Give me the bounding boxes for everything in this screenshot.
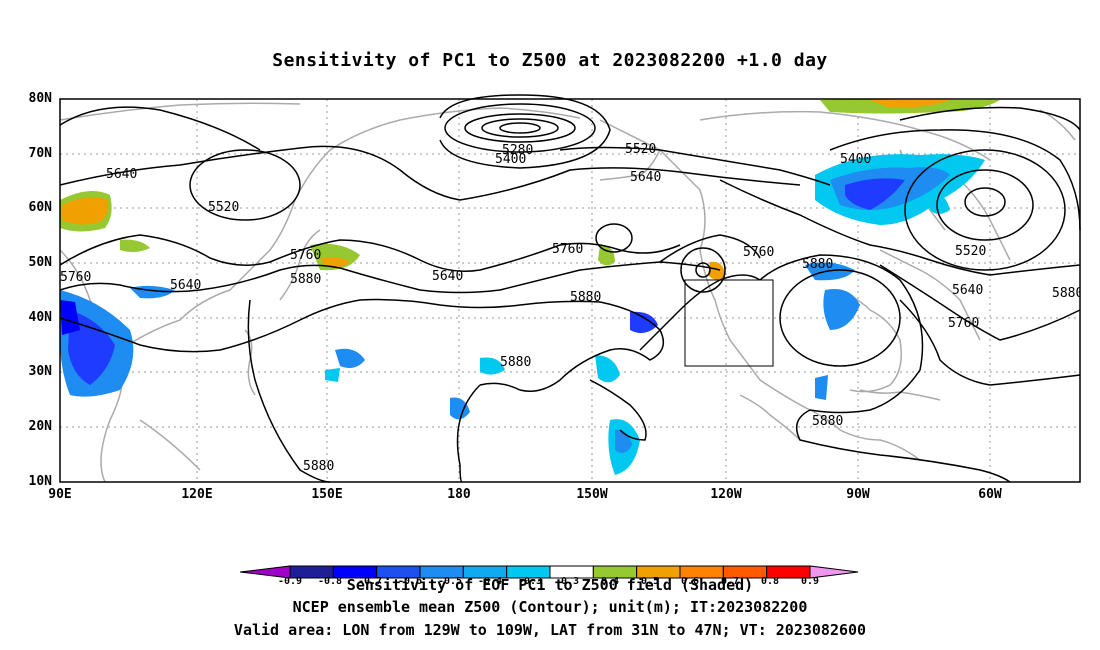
lat-label: 30N — [28, 364, 52, 379]
contour-label-group: 5280 5400 5520 5640 5520 5640 5400 5520 … — [60, 142, 1083, 474]
lat-label: 60N — [28, 200, 52, 215]
lon-label: 90W — [846, 487, 870, 502]
colorbar-tick-label: 0.7 — [720, 576, 740, 587]
caption-line-2: NCEP ensemble mean Z500 (Contour); unit(… — [292, 598, 808, 616]
caption-line-3: Valid area: LON from 129W to 109W, LAT f… — [233, 621, 867, 639]
colorbar-tick-label: -0.6 — [397, 576, 423, 587]
colorbar-tick-label: 0.4 — [600, 576, 620, 587]
contour-label: 5400 — [495, 152, 526, 167]
colorbar-tick-label: 0.5 — [640, 576, 660, 587]
contour-label: 5760 — [948, 316, 979, 331]
contour-label: 5640 — [952, 283, 983, 298]
plot-frame — [59, 98, 1081, 483]
sensitivity-shading — [60, 99, 1000, 475]
contour-label: 5640 — [106, 167, 137, 182]
lon-label: 120W — [710, 487, 742, 502]
contour-label: 5760 — [60, 270, 91, 285]
colorbar-tick-label: 0.3 — [560, 576, 580, 587]
colorbar-tick-label: -0.3 — [517, 576, 543, 587]
contour-label: 5880 — [1052, 286, 1083, 301]
gridlines — [60, 99, 1080, 482]
lat-label: 20N — [28, 419, 52, 434]
lon-label: 120E — [181, 487, 213, 502]
contour-label: 5880 — [570, 290, 601, 305]
coastlines — [59, 102, 1076, 483]
contour-label: 5520 — [208, 200, 239, 215]
colorbar-tick-label: -0.8 — [317, 576, 343, 587]
contour-label: 5880 — [802, 257, 833, 272]
lon-label: 150E — [311, 487, 343, 502]
lon-label: 150W — [576, 487, 608, 502]
contour-label: 5880 — [500, 355, 531, 370]
lat-label: 50N — [28, 255, 52, 270]
colorbar — [239, 565, 859, 579]
colorbar-tick-label: 0.8 — [760, 576, 780, 587]
lon-label: 180 — [447, 487, 471, 502]
contour-label: 5640 — [630, 170, 661, 185]
colorbar-tick-label: 0.6 — [680, 576, 700, 587]
colorbar-tick-label: -0.5 — [437, 576, 463, 587]
lat-label: 10N — [28, 474, 52, 489]
contour-label: 5520 — [955, 244, 986, 259]
contour-label: 5640 — [432, 269, 463, 284]
z500-contours — [59, 94, 1081, 483]
lat-label: 40N — [28, 310, 52, 325]
contour-label: 5760 — [743, 245, 774, 260]
colorbar-tick-label: -0.7 — [357, 576, 383, 587]
contour-label: 5760 — [290, 248, 321, 263]
contour-label: 5400 — [840, 152, 871, 167]
colorbar-tick-label: -0.4 — [477, 576, 503, 587]
page-title: Sensitivity of PC1 to Z500 at 2023082200… — [272, 50, 828, 71]
colorbar-tick-label: 0.9 — [800, 576, 820, 587]
lat-label: 80N — [28, 91, 52, 106]
contour-label: 5760 — [552, 242, 583, 257]
contour-label: 5280 — [502, 143, 533, 158]
contour-label: 5520 — [625, 142, 656, 157]
colorbar-tick-label: -0.9 — [277, 576, 303, 587]
contour-label: 5880 — [290, 272, 321, 287]
valid-area-box — [684, 279, 774, 367]
contour-label: 5640 — [170, 278, 201, 293]
lon-label: 60W — [978, 487, 1002, 502]
lat-label: 70N — [28, 146, 52, 161]
caption-line-1: Sensitivity of EOF PC1 to Z500 field (Sh… — [346, 576, 754, 594]
contour-label: 5880 — [303, 459, 334, 474]
contour-label: 5880 — [812, 414, 843, 429]
lon-label: 90E — [48, 487, 72, 502]
colorbar-right-triangle — [809, 565, 859, 579]
